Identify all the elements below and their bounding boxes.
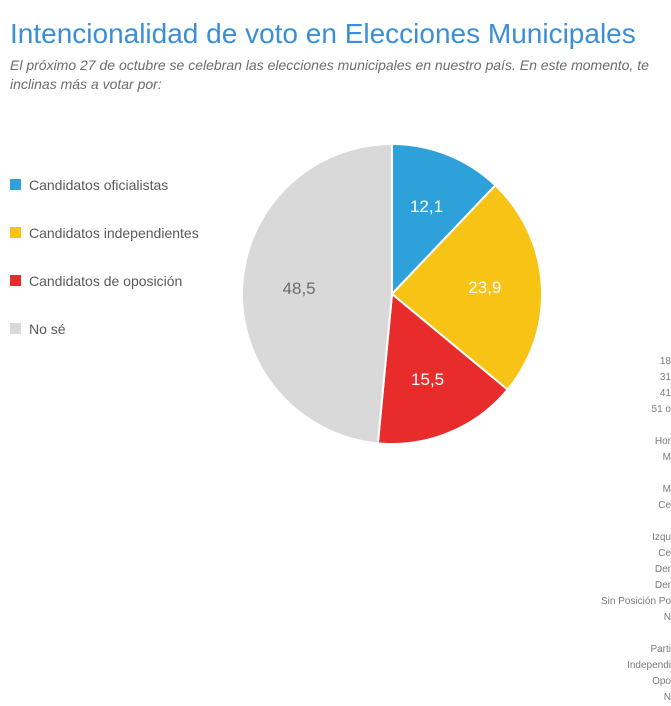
cropped-text-line: Izqu bbox=[601, 530, 671, 546]
legend-label: Candidatos de oposición bbox=[29, 272, 182, 290]
cropped-text-line bbox=[601, 418, 671, 434]
cropped-text-line: 31 bbox=[601, 370, 671, 386]
cropped-text-line bbox=[601, 514, 671, 530]
cropped-text-line: Der bbox=[601, 562, 671, 578]
cropped-text-line: N bbox=[601, 610, 671, 626]
cropped-text-line bbox=[601, 626, 671, 642]
legend-item: No sé bbox=[10, 320, 200, 338]
cropped-text-line: 51 o bbox=[601, 402, 671, 418]
chart-legend: Candidatos oficialistas Candidatos indepe… bbox=[10, 176, 200, 369]
cropped-side-text: 18314151 o HorM MCe IzquCeDerDerSin Posi… bbox=[601, 354, 671, 706]
chart-area: Candidatos oficialistas Candidatos indepe… bbox=[0, 104, 671, 524]
cropped-text-line: M bbox=[601, 482, 671, 498]
cropped-text-line bbox=[601, 466, 671, 482]
cropped-text-line: N bbox=[601, 690, 671, 706]
cropped-text-line: Hor bbox=[601, 434, 671, 450]
cropped-text-line: 41 bbox=[601, 386, 671, 402]
legend-item: Candidatos independientes bbox=[10, 224, 200, 242]
cropped-text-line: Sin Posición Po bbox=[601, 594, 671, 610]
slice-label: 23,9 bbox=[468, 278, 501, 298]
legend-label: No sé bbox=[29, 320, 66, 338]
cropped-text-line: Ce bbox=[601, 546, 671, 562]
pie-slice bbox=[242, 144, 392, 443]
slice-label: 12,1 bbox=[410, 197, 443, 217]
slice-label: 48,5 bbox=[283, 279, 316, 299]
pie-chart: 12,1 23,9 15,5 48,5 bbox=[242, 144, 542, 444]
legend-item: Candidatos oficialistas bbox=[10, 176, 200, 194]
page-title: Intencionalidad de voto en Elecciones Mu… bbox=[0, 0, 671, 56]
cropped-text-line: Ce bbox=[601, 498, 671, 514]
legend-label: Candidatos independientes bbox=[29, 224, 199, 242]
cropped-text-line: Opo bbox=[601, 674, 671, 690]
cropped-text-line: 18 bbox=[601, 354, 671, 370]
slice-label: 15,5 bbox=[411, 370, 444, 390]
legend-label: Candidatos oficialistas bbox=[29, 176, 168, 194]
legend-swatch bbox=[10, 275, 21, 286]
cropped-text-line: Parti bbox=[601, 642, 671, 658]
page-subtitle: El próximo 27 de octubre se celebran las… bbox=[0, 56, 671, 104]
legend-swatch bbox=[10, 227, 21, 238]
cropped-text-line: Der bbox=[601, 578, 671, 594]
cropped-text-line: M bbox=[601, 450, 671, 466]
cropped-text-line: Independi bbox=[601, 658, 671, 674]
legend-item: Candidatos de oposición bbox=[10, 272, 200, 290]
legend-swatch bbox=[10, 323, 21, 334]
legend-swatch bbox=[10, 179, 21, 190]
